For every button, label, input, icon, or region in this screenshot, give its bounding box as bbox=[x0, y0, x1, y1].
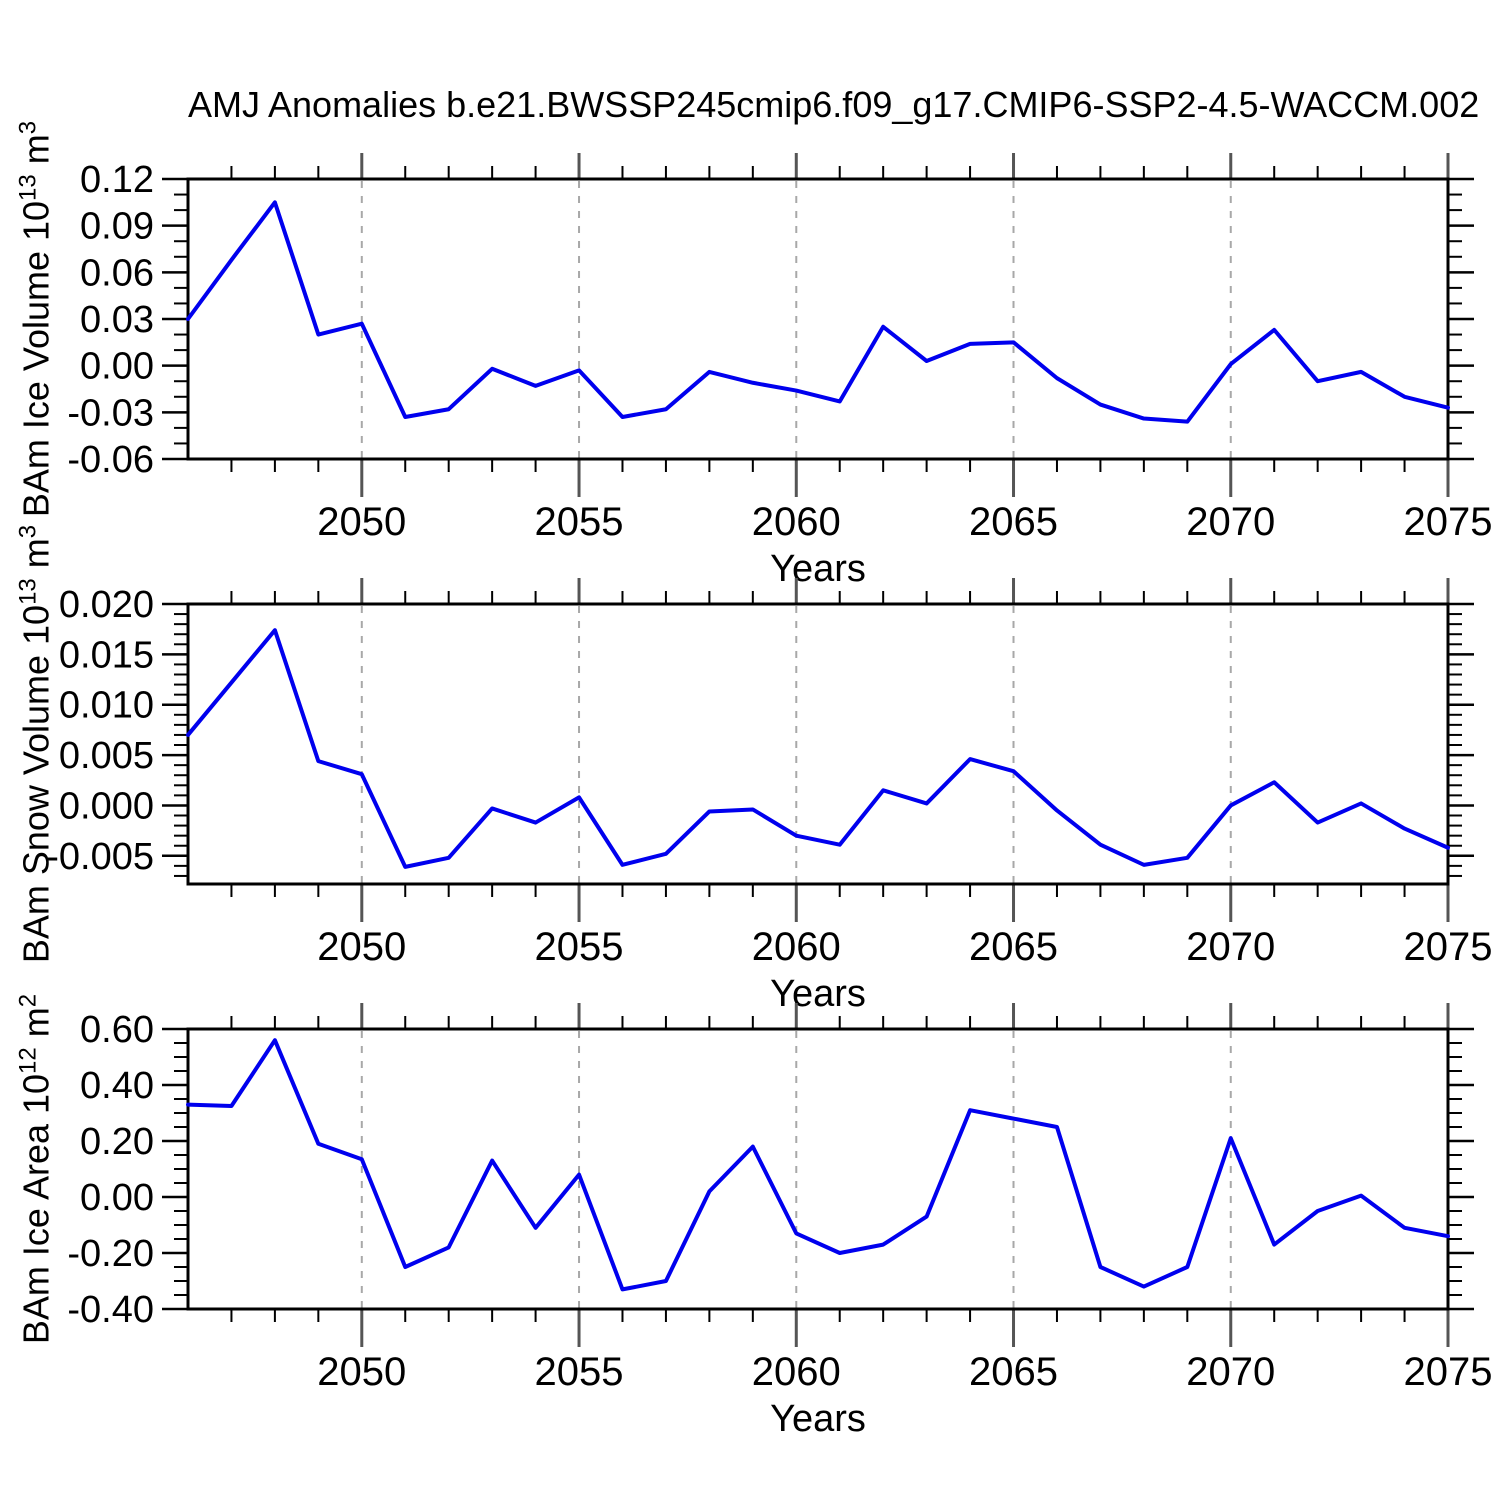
svg-text:0.20: 0.20 bbox=[80, 1121, 154, 1163]
svg-text:2055: 2055 bbox=[535, 500, 624, 544]
y-axis-title-text: BAm Ice Area bbox=[15, 1124, 57, 1345]
svg-text:2060: 2060 bbox=[752, 925, 841, 969]
svg-text:2070: 2070 bbox=[1186, 925, 1275, 969]
svg-text:-0.20: -0.20 bbox=[67, 1233, 154, 1275]
unit-symbol-exponent: 2 bbox=[14, 993, 42, 1008]
svg-text:2075: 2075 bbox=[1404, 500, 1493, 544]
unit-symbol-exponent: 3 bbox=[14, 120, 42, 135]
y-axis-title-text: BAm Ice Volume bbox=[15, 250, 57, 518]
unit-symbol: m bbox=[15, 538, 57, 569]
unit-symbol: m bbox=[15, 134, 57, 165]
svg-text:0.12: 0.12 bbox=[80, 159, 154, 201]
unit-base: 10 bbox=[15, 1073, 57, 1114]
svg-text:0.010: 0.010 bbox=[59, 685, 154, 727]
svg-text:-0.40: -0.40 bbox=[67, 1289, 154, 1331]
x-axis-title-years-3: Years bbox=[770, 1398, 866, 1440]
svg-text:0.015: 0.015 bbox=[59, 634, 154, 676]
svg-text:2070: 2070 bbox=[1186, 1350, 1275, 1394]
svg-text:2055: 2055 bbox=[535, 925, 624, 969]
svg-text:0.00: 0.00 bbox=[80, 1177, 154, 1219]
x-axis-title-years-2: Years bbox=[770, 973, 866, 1015]
y-axis-title-text: BAm Snow Volume bbox=[15, 654, 57, 964]
svg-text:2075: 2075 bbox=[1404, 925, 1493, 969]
svg-text:0.03: 0.03 bbox=[80, 299, 154, 341]
svg-text:2050: 2050 bbox=[317, 925, 406, 969]
svg-text:-0.005: -0.005 bbox=[46, 836, 154, 878]
svg-text:2050: 2050 bbox=[317, 1350, 406, 1394]
svg-text:2050: 2050 bbox=[317, 500, 406, 544]
svg-text:0.005: 0.005 bbox=[59, 735, 154, 777]
svg-text:2075: 2075 bbox=[1404, 1350, 1493, 1394]
svg-text:2065: 2065 bbox=[969, 500, 1058, 544]
svg-text:-0.06: -0.06 bbox=[67, 439, 154, 481]
svg-text:2065: 2065 bbox=[969, 1350, 1058, 1394]
svg-text:0.020: 0.020 bbox=[59, 584, 154, 626]
svg-text:0.000: 0.000 bbox=[59, 785, 154, 827]
svg-text:2060: 2060 bbox=[752, 1350, 841, 1394]
chart-title: AMJ Anomalies b.e21.BWSSP245cmip6.f09_g1… bbox=[188, 84, 1480, 125]
svg-text:2055: 2055 bbox=[535, 1350, 624, 1394]
unit-base: 10 bbox=[15, 200, 57, 241]
unit-exponent: 12 bbox=[14, 1047, 42, 1074]
svg-text:0.60: 0.60 bbox=[80, 1009, 154, 1051]
svg-text:0.09: 0.09 bbox=[80, 206, 154, 248]
svg-text:2065: 2065 bbox=[969, 925, 1058, 969]
svg-text:2060: 2060 bbox=[752, 500, 841, 544]
svg-text:-0.03: -0.03 bbox=[67, 392, 154, 434]
svg-text:2070: 2070 bbox=[1186, 500, 1275, 544]
svg-text:0.00: 0.00 bbox=[80, 346, 154, 388]
svg-text:0.06: 0.06 bbox=[80, 252, 154, 294]
unit-exponent: 13 bbox=[14, 174, 42, 201]
x-axis-title-years-1: Years bbox=[770, 548, 866, 590]
unit-exponent: 13 bbox=[14, 578, 42, 605]
svg-text:0.40: 0.40 bbox=[80, 1065, 154, 1107]
unit-base: 10 bbox=[15, 604, 57, 645]
unit-symbol-exponent: 3 bbox=[14, 524, 42, 539]
unit-symbol: m bbox=[15, 1007, 57, 1038]
